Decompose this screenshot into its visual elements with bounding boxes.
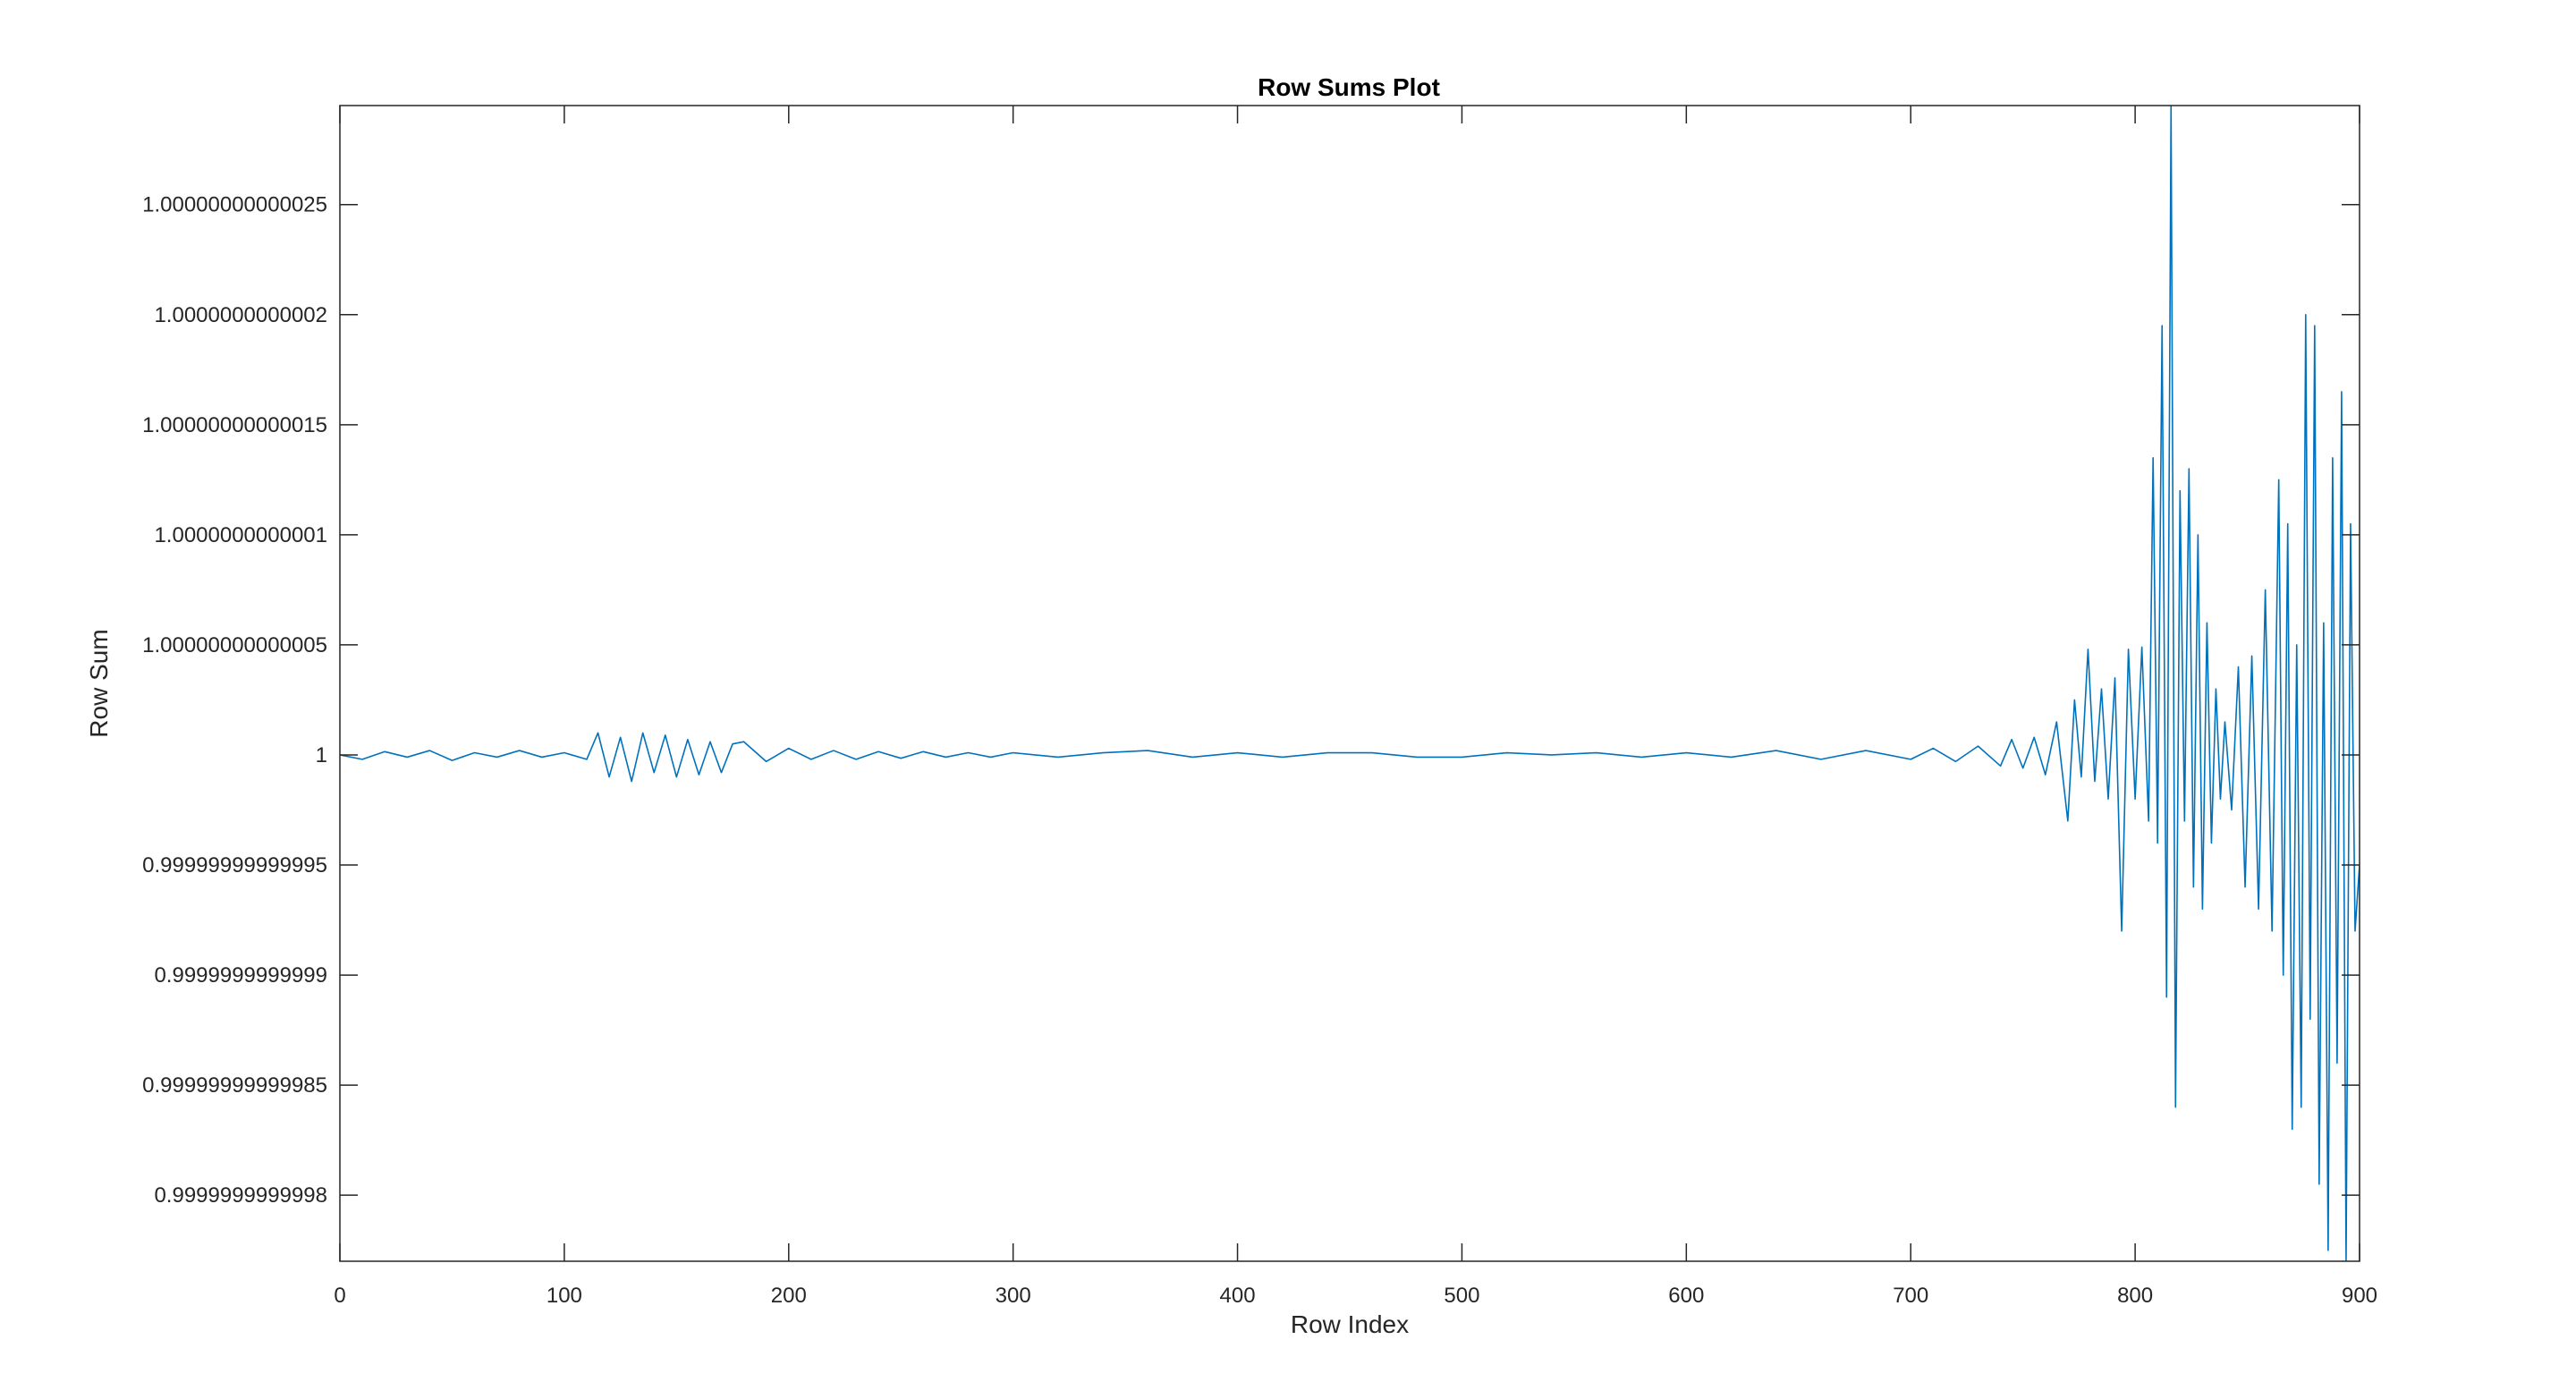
x-axis-label: Row Index [1291,1310,1409,1338]
y-tick-label: 0.9999999999999 [154,963,327,988]
x-tick-label: 800 [2117,1284,2153,1308]
x-tick-label: 100 [547,1284,582,1308]
y-tick-label: 1.00000000000025 [142,193,327,217]
y-tick-label: 0.9999999999998 [154,1183,327,1208]
axes-box [339,105,2360,1262]
x-tick-label: 0 [334,1284,345,1308]
plot-area [339,105,2360,1262]
y-axis-label: Row Sum [85,629,113,737]
y-tick-label: 0.99999999999995 [142,853,327,878]
y-tick-label: 1.00000000000005 [142,633,327,657]
y-tick-label: 1.0000000000001 [154,523,327,547]
data-layer [340,106,2360,1261]
x-tick-label: 700 [1893,1284,1928,1308]
x-tick-label: 300 [996,1284,1031,1308]
x-tick-label: 200 [771,1284,807,1308]
series-line [340,106,2360,1261]
y-axis: 0.9999999999998 0.99999999999985 0.9999999… [142,193,2360,1208]
x-axis: 0 100 200 300 400 500 600 700 800 900 [334,106,2377,1308]
x-tick-label: 500 [1444,1284,1479,1308]
chart-title: Row Sums Plot [1258,73,1440,101]
x-tick-label: 900 [2342,1284,2377,1308]
x-tick-label: 600 [1668,1284,1704,1308]
y-tick-label: 1 [316,743,327,767]
y-tick-label: 0.99999999999985 [142,1073,327,1098]
y-tick-label: 1.00000000000015 [142,413,327,437]
x-tick-label: 400 [1220,1284,1256,1308]
y-tick-label: 1.0000000000002 [154,303,327,327]
